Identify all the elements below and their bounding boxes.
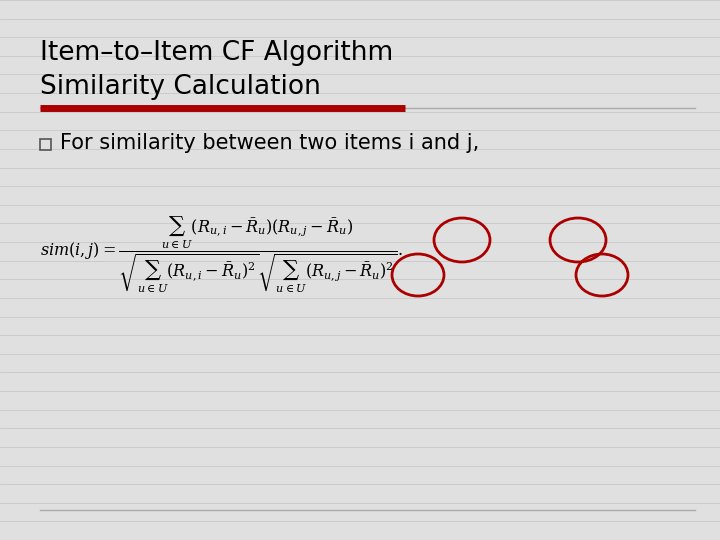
Text: Similarity Calculation: Similarity Calculation xyxy=(40,74,321,100)
Text: $\mathit{sim}(i,j) = \dfrac{\sum_{u \in U}(R_{u,i} - \bar{R}_{u})(R_{u,j} - \bar: $\mathit{sim}(i,j) = \dfrac{\sum_{u \in … xyxy=(40,214,403,295)
Text: Item–to–Item CF Algorithm: Item–to–Item CF Algorithm xyxy=(40,40,393,66)
Text: For similarity between two items i and j,: For similarity between two items i and j… xyxy=(60,133,480,153)
